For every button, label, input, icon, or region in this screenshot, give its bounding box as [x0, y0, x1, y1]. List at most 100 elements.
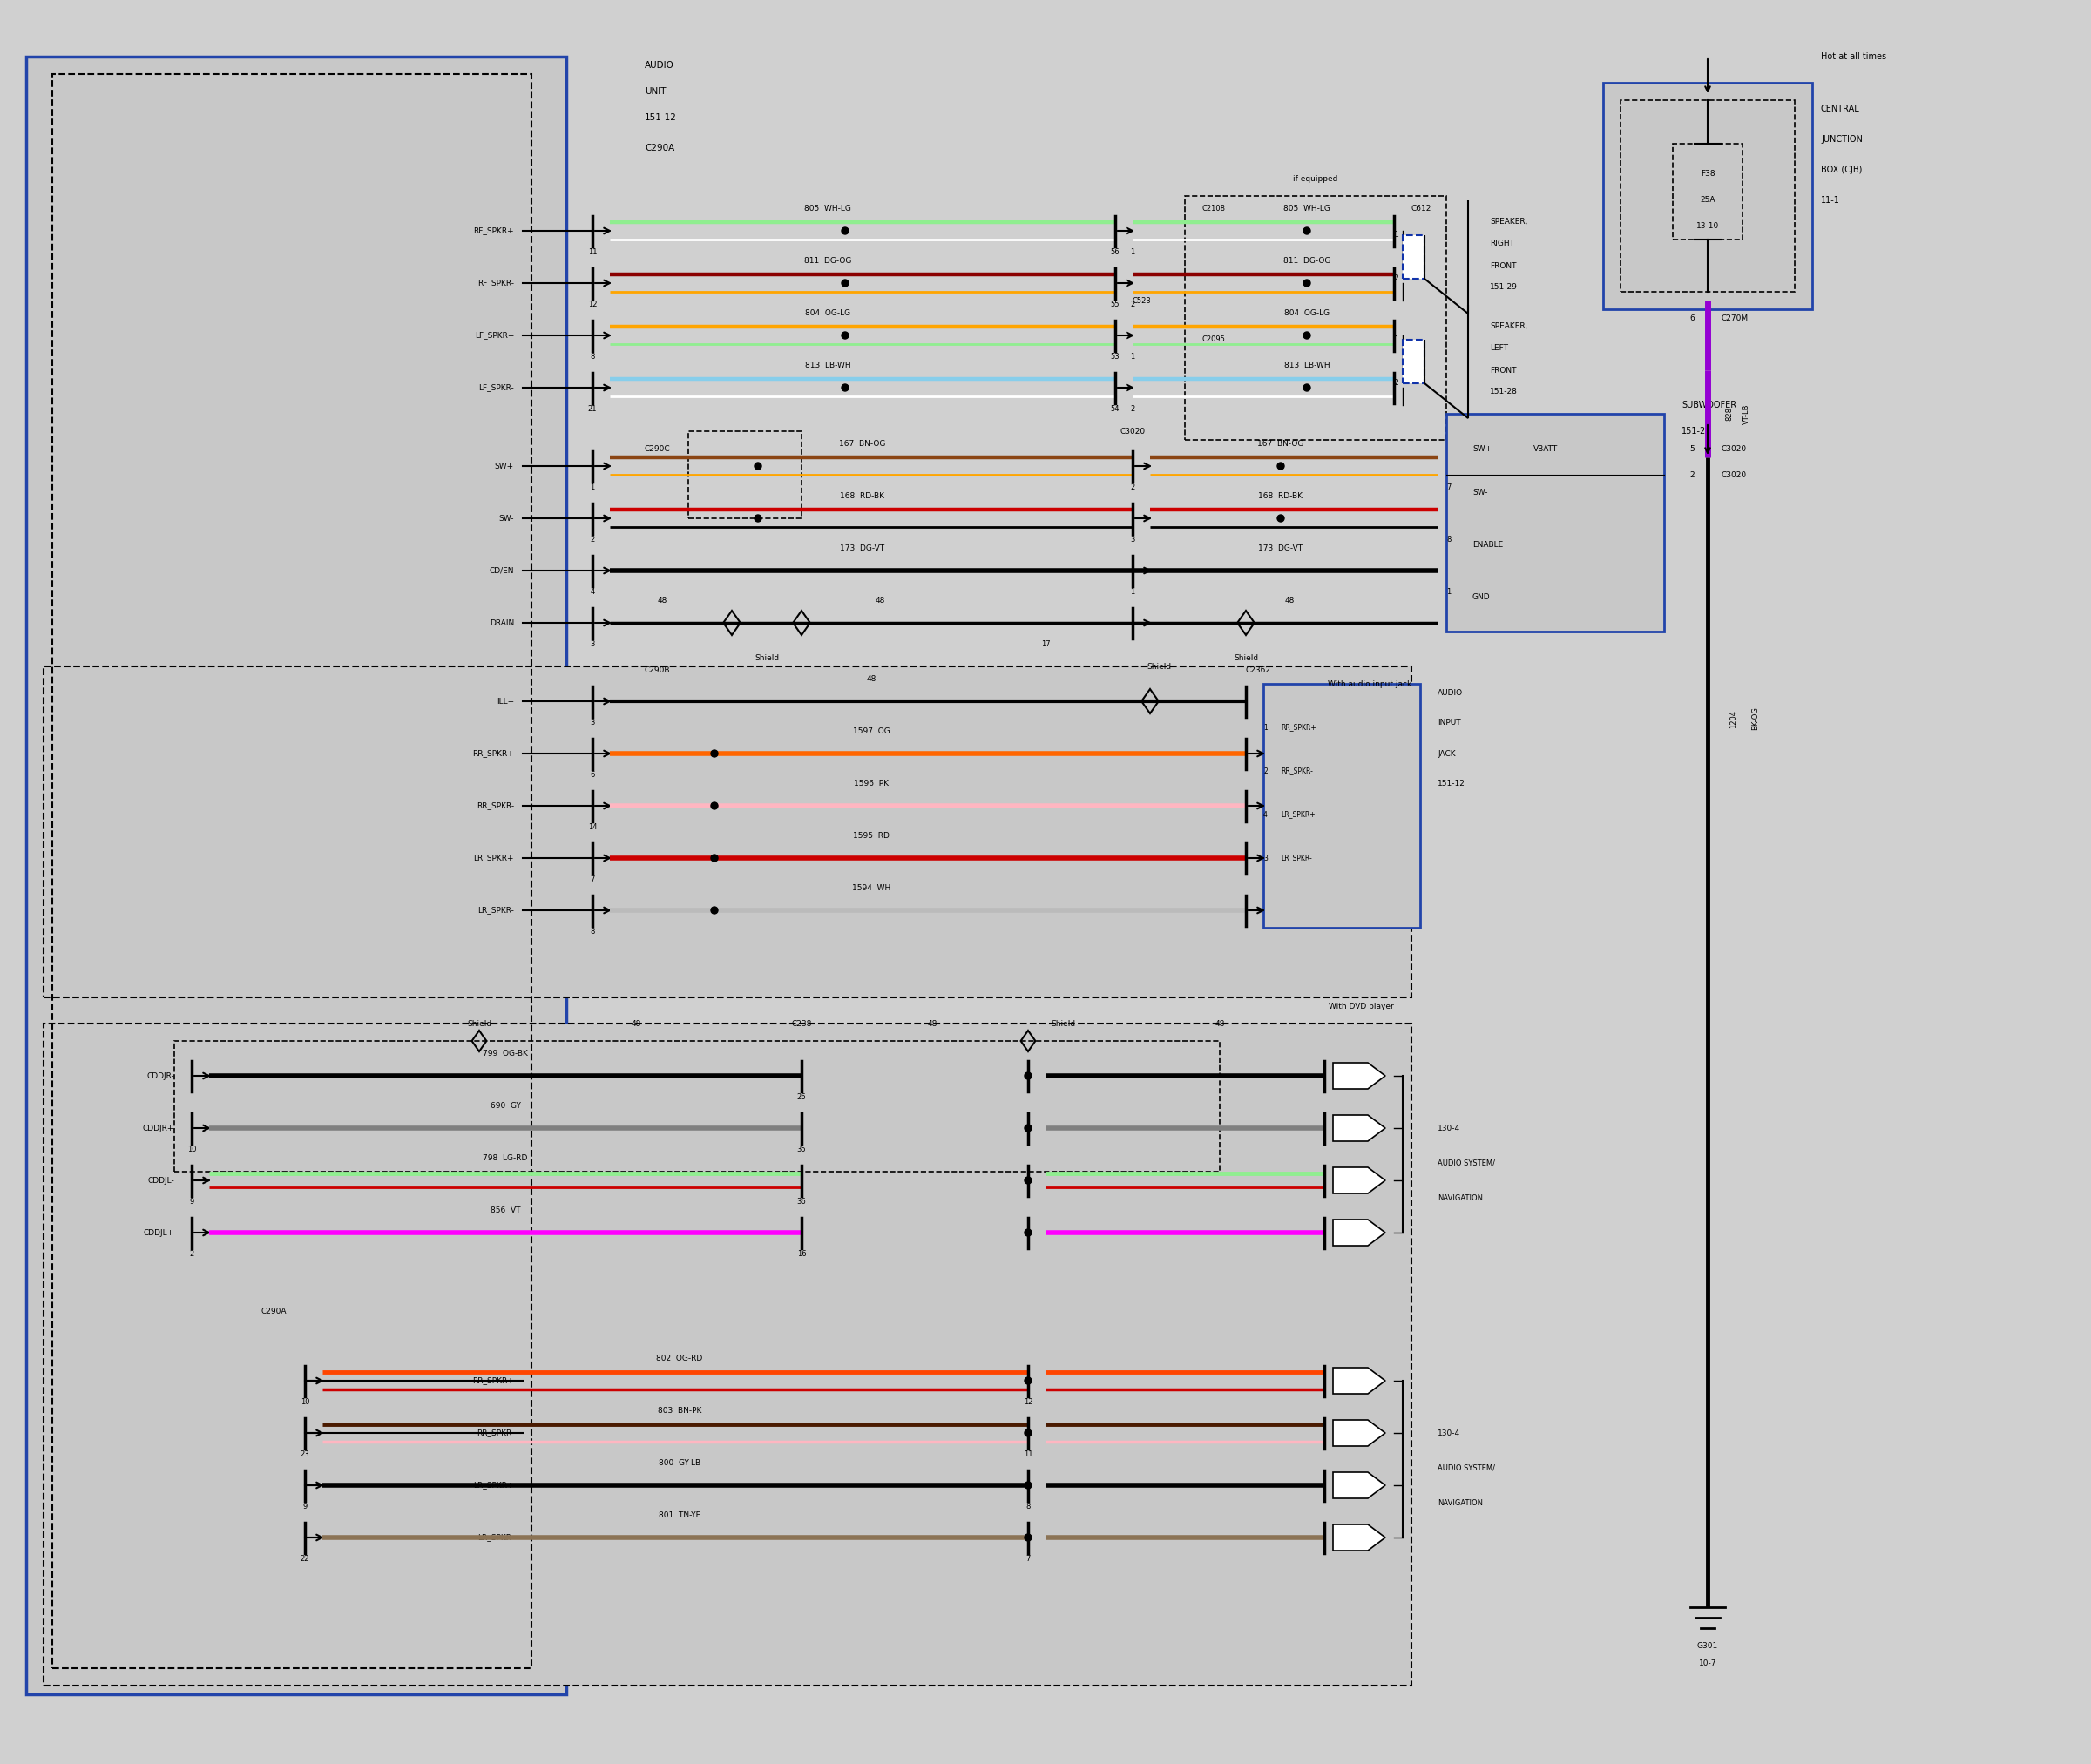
Text: D: D	[1351, 1429, 1359, 1438]
Text: 11-1: 11-1	[1821, 196, 1840, 205]
Text: 1: 1	[590, 483, 594, 492]
Circle shape	[1278, 462, 1284, 469]
Text: CD/EN: CD/EN	[489, 566, 514, 575]
Text: Hot at all times: Hot at all times	[1821, 53, 1886, 62]
Text: 11: 11	[588, 249, 598, 256]
Text: Shield: Shield	[1234, 654, 1259, 662]
Bar	[1186, 196, 1447, 439]
Text: 53: 53	[1110, 353, 1121, 362]
Text: ENABLE: ENABLE	[1472, 540, 1503, 549]
Text: G301: G301	[1698, 1642, 1719, 1651]
Bar	[44, 667, 1411, 997]
Text: 1: 1	[1447, 589, 1451, 596]
Text: VT-LB: VT-LB	[1742, 404, 1750, 423]
Text: NAVIGATION: NAVIGATION	[1439, 1194, 1483, 1201]
Text: 10-7: 10-7	[1698, 1660, 1717, 1667]
Text: G: G	[1351, 1071, 1359, 1080]
Text: LEFT: LEFT	[1489, 344, 1508, 353]
Text: 151-29: 151-29	[1489, 284, 1518, 291]
Text: 9: 9	[190, 1198, 194, 1207]
Text: 56: 56	[1110, 249, 1121, 256]
Text: E: E	[1353, 1482, 1357, 1489]
Text: UNIT: UNIT	[644, 86, 667, 95]
Text: 3: 3	[1131, 536, 1135, 543]
Text: 7: 7	[590, 877, 594, 884]
Text: SPEAKER,: SPEAKER,	[1489, 219, 1529, 226]
Text: ILL+: ILL+	[496, 697, 514, 706]
Text: CDDJR+: CDDJR+	[142, 1124, 174, 1132]
Text: 1594  WH: 1594 WH	[851, 884, 891, 893]
Text: 1: 1	[1263, 723, 1267, 732]
Text: 22: 22	[301, 1556, 309, 1563]
Text: 811  DG-OG: 811 DG-OG	[805, 258, 851, 265]
Text: C238: C238	[790, 1020, 811, 1027]
Circle shape	[711, 803, 717, 810]
Text: 13-10: 13-10	[1696, 222, 1719, 231]
Text: 48: 48	[631, 1020, 642, 1027]
Text: 35: 35	[797, 1147, 807, 1154]
Polygon shape	[1334, 1420, 1386, 1446]
Text: 130-4: 130-4	[1439, 1124, 1460, 1132]
Text: 48: 48	[1215, 1020, 1225, 1027]
Text: 9: 9	[303, 1503, 307, 1512]
Text: 801  TN-YE: 801 TN-YE	[659, 1512, 700, 1519]
Text: NAVIGATION: NAVIGATION	[1439, 1499, 1483, 1506]
Text: 2: 2	[1263, 767, 1267, 774]
Text: SW-: SW-	[1472, 489, 1487, 496]
Text: C2095: C2095	[1202, 335, 1225, 344]
Text: 48: 48	[926, 1020, 937, 1027]
Text: 799  OG-BK: 799 OG-BK	[483, 1050, 527, 1058]
Text: 8: 8	[590, 928, 594, 937]
Text: 21: 21	[588, 406, 598, 413]
Circle shape	[841, 280, 849, 286]
Text: With audio input jack: With audio input jack	[1328, 679, 1411, 688]
Bar	[1621, 101, 1794, 291]
Text: 48: 48	[874, 598, 884, 605]
Text: LR_SPKR-: LR_SPKR-	[477, 1533, 514, 1542]
Text: RR_SPKR+: RR_SPKR+	[473, 750, 514, 757]
Text: 151-12: 151-12	[1439, 780, 1466, 789]
Circle shape	[1303, 385, 1311, 392]
Text: 1595  RD: 1595 RD	[853, 833, 889, 840]
Text: 3: 3	[1263, 854, 1267, 863]
Text: RR_SPKR+: RR_SPKR+	[473, 1376, 514, 1385]
Bar	[1263, 684, 1420, 928]
Text: LR_SPKR-: LR_SPKR-	[1280, 854, 1311, 863]
Text: 811  DG-OG: 811 DG-OG	[1284, 258, 1330, 265]
Text: 4: 4	[1263, 811, 1267, 818]
Text: 7: 7	[1447, 483, 1451, 492]
Text: 813  LB-WH: 813 LB-WH	[1284, 362, 1330, 370]
Polygon shape	[1334, 1062, 1386, 1088]
Bar	[52, 74, 531, 1669]
Text: 805  WH-LG: 805 WH-LG	[1284, 205, 1330, 213]
Text: 805  WH-LG: 805 WH-LG	[805, 205, 851, 213]
Text: CDDJL+: CDDJL+	[144, 1230, 174, 1237]
Text: LF_SPKR-: LF_SPKR-	[479, 385, 514, 392]
Text: 54: 54	[1110, 406, 1121, 413]
Circle shape	[841, 385, 849, 392]
Circle shape	[1278, 515, 1284, 522]
Text: 36: 36	[797, 1198, 807, 1207]
Text: C290A: C290A	[644, 143, 675, 152]
Text: 168  RD-BK: 168 RD-BK	[1259, 492, 1303, 501]
Text: RR_SPKR-: RR_SPKR-	[477, 803, 514, 810]
Circle shape	[1025, 1429, 1031, 1436]
Text: 8: 8	[1447, 536, 1451, 543]
Text: J: J	[1353, 1177, 1357, 1185]
Text: 2: 2	[1131, 302, 1135, 309]
Text: 1596  PK: 1596 PK	[853, 780, 889, 789]
Text: 2: 2	[1395, 379, 1399, 388]
Text: DRAIN: DRAIN	[489, 619, 514, 626]
Text: 167  BN-OG: 167 BN-OG	[1257, 441, 1305, 448]
Text: 14: 14	[588, 824, 598, 831]
Text: C270M: C270M	[1721, 314, 1748, 321]
Text: C290B: C290B	[644, 667, 671, 674]
Bar	[1403, 340, 1424, 383]
Circle shape	[1025, 1378, 1031, 1385]
Text: SW+: SW+	[496, 462, 514, 469]
Text: 16: 16	[797, 1251, 807, 1258]
Bar	[25, 56, 567, 1693]
Text: LR_SPKR+: LR_SPKR+	[473, 1482, 514, 1489]
Text: 168  RD-BK: 168 RD-BK	[841, 492, 884, 501]
Text: 2: 2	[1395, 275, 1399, 282]
